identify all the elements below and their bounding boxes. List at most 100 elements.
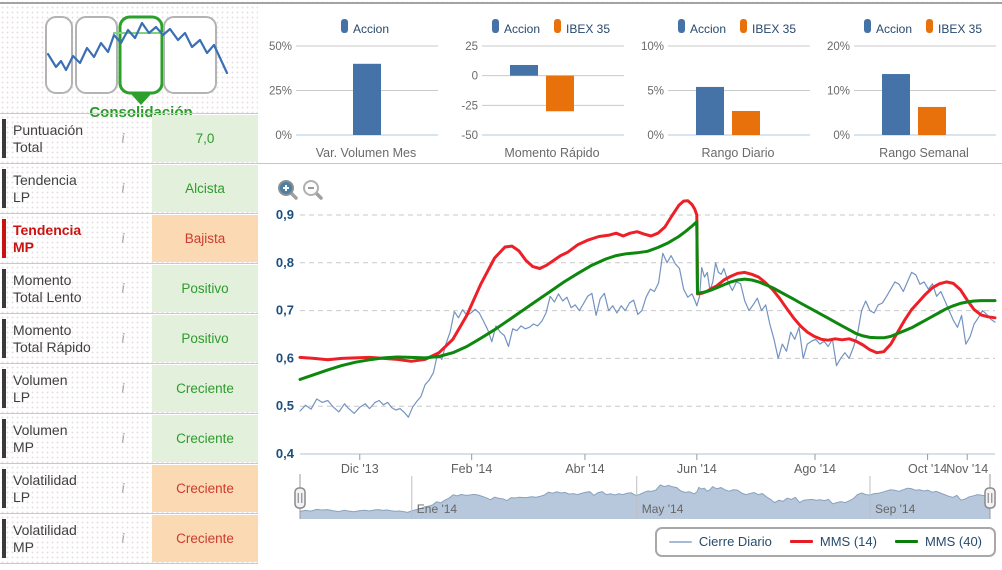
row-value: Positivo bbox=[152, 265, 258, 312]
bar-accion[interactable] bbox=[882, 74, 910, 135]
y-tick-label: 25% bbox=[269, 86, 292, 98]
legend-label: Accion bbox=[352, 21, 390, 36]
bar-ibex-35[interactable] bbox=[732, 110, 760, 135]
y-tick-label: 0% bbox=[833, 130, 850, 142]
legend-label: Accion bbox=[689, 21, 726, 36]
info-icon[interactable]: i bbox=[121, 180, 126, 196]
mini-chart-title: Var. Volumen Mes bbox=[315, 146, 417, 160]
legend-marker-icon bbox=[863, 18, 871, 33]
y-tick-label: 20% bbox=[827, 41, 850, 53]
navigator-left-handle[interactable] bbox=[294, 474, 306, 519]
magnifier-handle-icon bbox=[314, 191, 323, 200]
pattern-box-1 bbox=[75, 16, 118, 94]
row-value: Alcista bbox=[152, 165, 258, 212]
row-accent-bar bbox=[2, 419, 6, 458]
bar-ibex-35[interactable] bbox=[918, 106, 946, 135]
info-icon[interactable]: i bbox=[121, 430, 126, 446]
zoom-out-button[interactable] bbox=[303, 180, 323, 200]
series-cierrediario bbox=[299, 252, 996, 418]
legend-marker-icon bbox=[926, 18, 933, 33]
mini-bar-plot: 50% 25% 0% bbox=[269, 41, 438, 142]
legend-marker-icon bbox=[491, 18, 499, 33]
mini-legend: Accion bbox=[286, 6, 444, 40]
info-icon[interactable]: i bbox=[121, 280, 126, 296]
chart-legend: Cierre Diario MMS (14) MMS (40) bbox=[654, 527, 996, 557]
info-icon[interactable]: i bbox=[121, 230, 126, 246]
series-mms40 bbox=[298, 220, 997, 381]
mini-bar-plot: 25 0 -25 -50 bbox=[461, 41, 624, 142]
info-icon[interactable]: i bbox=[121, 480, 126, 496]
magnifier-handle-icon bbox=[289, 191, 298, 200]
bar-accion[interactable] bbox=[353, 63, 381, 135]
row-value: 7,0 bbox=[152, 115, 258, 162]
row-label: Volumen LP bbox=[13, 371, 68, 405]
x-tick-label: Ago '14 bbox=[794, 462, 836, 476]
pattern-zigzag-line bbox=[46, 21, 229, 75]
info-icon[interactable]: i bbox=[121, 130, 126, 146]
info-icon[interactable]: i bbox=[121, 380, 126, 396]
row-accent-bar bbox=[2, 119, 6, 158]
x-tick-label: Feb '14 bbox=[451, 462, 492, 476]
scorecard-row-volatilidad-lp: Volatilidad LP i Creciente bbox=[0, 463, 258, 513]
info-icon[interactable]: i bbox=[121, 530, 126, 546]
legend-item-accion[interactable]: Accion bbox=[863, 18, 912, 38]
navigator-right-handle[interactable] bbox=[984, 474, 996, 519]
bar-accion[interactable] bbox=[510, 64, 538, 76]
legend-label: IBEX 35 bbox=[752, 21, 797, 36]
legend-label: Cierre Diario bbox=[698, 534, 772, 549]
legend-item-ibex-35[interactable]: IBEX 35 bbox=[926, 18, 982, 38]
y-tick-label: -50 bbox=[461, 130, 478, 142]
legend-item-ibex-35[interactable]: IBEX 35 bbox=[740, 18, 797, 38]
top-divider bbox=[0, 2, 1002, 4]
legend-item-accion[interactable]: Accion bbox=[677, 18, 726, 38]
legend-line-icon bbox=[894, 540, 918, 543]
y-tick-label: 0,9 bbox=[276, 207, 294, 222]
mini-chart-title: Rango Semanal bbox=[879, 146, 969, 160]
row-accent-bar bbox=[2, 269, 6, 308]
legend-label: Accion bbox=[875, 21, 912, 36]
y-tick-label: 0,4 bbox=[276, 446, 295, 461]
mini-bar-plot: 20% 10% 0% bbox=[827, 41, 996, 142]
navigator-month-label: May '14 bbox=[642, 502, 684, 516]
legend-item-accion[interactable]: Accion bbox=[340, 18, 390, 38]
navigator-outline bbox=[299, 484, 991, 513]
mini-chart-title: Rango Diario bbox=[701, 146, 775, 160]
x-tick-label: Oct '14 bbox=[908, 462, 947, 476]
legend-item-mms40[interactable]: MMS (40) bbox=[894, 534, 982, 549]
mini-legend: Accion IBEX 35 bbox=[844, 6, 1002, 40]
bar-accion[interactable] bbox=[696, 86, 724, 135]
y-tick-label: 25 bbox=[465, 41, 478, 53]
bar-ibex-35[interactable] bbox=[546, 75, 574, 112]
row-label: Puntuación Total bbox=[13, 121, 84, 155]
zoom-in-button[interactable] bbox=[278, 180, 298, 200]
navigator-month-label: Ene '14 bbox=[417, 502, 458, 516]
legend-marker-icon bbox=[554, 18, 561, 33]
legend-item-ibex-35[interactable]: IBEX 35 bbox=[554, 18, 611, 38]
row-accent-bar bbox=[2, 469, 6, 508]
row-accent-bar bbox=[2, 169, 6, 208]
mini-chart-var-volumen-mes: Accion 50% 25% 0% Var. Volumen Mes bbox=[258, 6, 444, 163]
y-tick-label: 10% bbox=[641, 41, 664, 53]
mini-chart-momento-rapido: Accion IBEX 35 25 0 -25 -50 Momento Rápido bbox=[444, 6, 630, 163]
y-tick-label: 0,7 bbox=[276, 303, 294, 318]
y-tick-label: 10% bbox=[827, 86, 850, 98]
scorecard-row-momento-total-lento: Momento Total Lento i Positivo bbox=[0, 263, 258, 313]
selection-pointer-icon bbox=[131, 94, 151, 105]
row-value: Creciente bbox=[152, 365, 258, 412]
row-label: Volatilidad LP bbox=[13, 471, 77, 505]
mini-chart-title: Momento Rápido bbox=[504, 146, 600, 160]
y-tick-label: 0% bbox=[275, 130, 292, 142]
y-tick-label: 5% bbox=[647, 86, 664, 98]
info-icon[interactable]: i bbox=[121, 330, 126, 346]
row-accent-bar bbox=[2, 369, 6, 408]
handle-grip-icon bbox=[984, 487, 996, 509]
legend-item-accion[interactable]: Accion bbox=[491, 18, 540, 38]
legend-item-mms14[interactable]: MMS (14) bbox=[789, 534, 877, 549]
mini-charts-panel: Accion 50% 25% 0% Var. Volumen Mes Accion IBE… bbox=[258, 6, 1002, 163]
legend-item-cierrediario[interactable]: Cierre Diario bbox=[668, 534, 772, 549]
row-value: Creciente bbox=[152, 515, 258, 562]
navigator-month-label: Sep '14 bbox=[875, 502, 916, 516]
navigator-area[interactable] bbox=[300, 485, 990, 519]
legend-label: IBEX 35 bbox=[566, 21, 611, 36]
legend-label: Accion bbox=[503, 21, 540, 36]
